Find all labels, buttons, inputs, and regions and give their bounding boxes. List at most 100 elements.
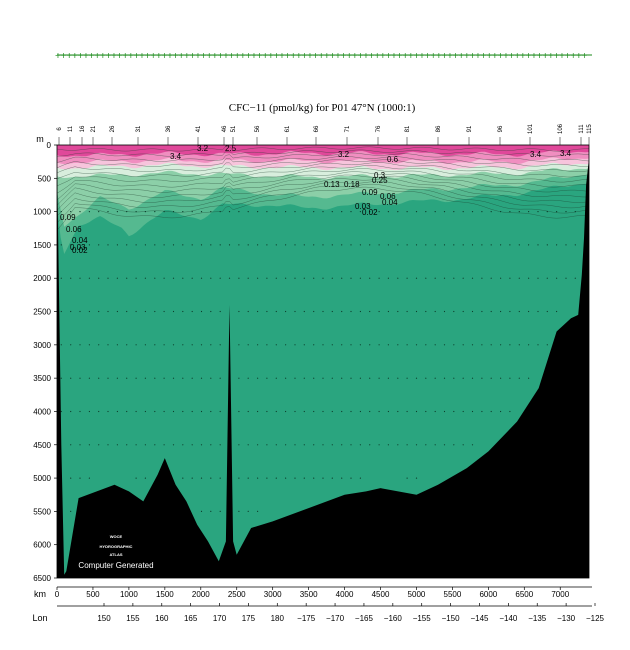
sample-dot <box>98 211 100 213</box>
sample-dot <box>528 244 530 246</box>
sample-dot <box>406 344 408 346</box>
lon-tick-label: −135 <box>528 614 547 623</box>
sample-dot <box>462 444 464 446</box>
sample-dot <box>378 310 380 313</box>
station-marker: + <box>396 51 403 60</box>
station-marker: + <box>267 51 274 60</box>
sample-dot <box>257 344 259 346</box>
station-marker: + <box>430 51 437 60</box>
contour-line <box>56 146 590 152</box>
sample-dot <box>182 377 184 379</box>
sample-dot <box>415 477 418 479</box>
contour-line <box>56 174 589 206</box>
station-marker: + <box>497 51 504 60</box>
sample-dot <box>144 310 146 313</box>
station-marker: + <box>519 51 526 60</box>
sample-dot <box>294 310 296 313</box>
station-marker: + <box>447 51 454 60</box>
station-marker: + <box>407 51 414 60</box>
sample-dot <box>415 410 418 413</box>
contour-label: 0.25 <box>372 176 388 185</box>
sample-dot <box>453 344 455 346</box>
sample-dot <box>341 244 343 246</box>
station-marker: + <box>441 51 448 60</box>
sample-dot <box>88 310 90 313</box>
sample-dot <box>275 410 277 413</box>
station-marker: + <box>329 51 336 60</box>
sample-dot <box>154 444 156 446</box>
sample-dot <box>210 510 212 512</box>
sample-dot <box>88 244 90 246</box>
sample-dot <box>247 444 249 446</box>
station-number-label: 66 <box>314 125 320 132</box>
sample-dot <box>79 277 81 279</box>
sample-dot <box>528 377 530 379</box>
sample-dot <box>397 244 399 246</box>
sample-dot <box>303 211 305 213</box>
sample-dot <box>481 244 483 246</box>
sample-dot <box>443 277 446 279</box>
station-marker: + <box>239 51 246 60</box>
station-marker: + <box>127 51 134 60</box>
sample-dot <box>79 444 81 446</box>
sample-dot <box>471 244 474 246</box>
sample-dot <box>313 244 315 246</box>
sample-dot <box>247 211 249 213</box>
sample-dot <box>322 344 324 346</box>
sample-dot <box>518 377 520 379</box>
sample-dot <box>126 244 128 246</box>
sample-dot <box>163 310 165 313</box>
sample-dot <box>378 244 380 246</box>
km-tick-labels: 0 500 1000 1500 2000 2500 3000 3500 4000 4500 5000… <box>55 587 570 599</box>
sample-dot <box>434 244 436 246</box>
station-marker: + <box>139 51 146 60</box>
contour-label: 0.13 <box>324 180 340 189</box>
contour-label: 0.18 <box>344 180 360 189</box>
sample-dot <box>537 344 539 346</box>
lon-tick-label: 150 <box>97 614 111 623</box>
station-number-label: 31 <box>136 125 142 132</box>
sample-dot <box>144 244 146 246</box>
sample-dot <box>172 244 175 246</box>
sample-dot <box>341 277 343 279</box>
sample-dot <box>144 477 146 479</box>
lon-tick-label: −165 <box>355 614 374 623</box>
sample-dot <box>294 344 296 346</box>
sample-dot <box>257 244 259 246</box>
sample-dot <box>471 444 474 446</box>
station-number-label: 11 <box>68 125 74 132</box>
station-number-label: 61 <box>285 125 291 132</box>
sample-dot <box>490 377 492 379</box>
station-marker: + <box>346 51 353 60</box>
station-marker: + <box>273 51 280 60</box>
sample-dot <box>350 244 352 246</box>
sample-dot <box>313 277 315 279</box>
sample-dot <box>247 477 249 479</box>
sample-dot <box>266 211 268 213</box>
sample-dot <box>369 444 371 446</box>
sample-dot <box>574 211 576 213</box>
sample-dot <box>135 410 137 413</box>
station-marker: + <box>351 51 358 60</box>
depth-axis-unit: m <box>36 134 44 144</box>
sample-dot <box>182 310 184 313</box>
sample-dot <box>200 377 203 379</box>
sample-dot <box>79 211 81 213</box>
station-marker: + <box>525 51 532 60</box>
sample-dot <box>154 410 156 413</box>
sample-dot <box>210 410 212 413</box>
sample-dot <box>546 310 548 313</box>
sample-dot <box>322 477 324 479</box>
sample-dot <box>210 310 212 313</box>
sample-dot <box>275 211 277 213</box>
sample-dot <box>350 477 352 479</box>
sample-dot <box>415 444 418 446</box>
sample-dot <box>135 211 137 213</box>
sample-dot <box>313 444 315 446</box>
contour-label: 0.3 <box>374 171 386 180</box>
sample-dot <box>537 244 539 246</box>
sample-dot <box>126 377 128 379</box>
sample-dot <box>397 410 399 413</box>
sample-dot <box>453 410 455 413</box>
depth-tick-label: 6500 <box>33 574 51 583</box>
